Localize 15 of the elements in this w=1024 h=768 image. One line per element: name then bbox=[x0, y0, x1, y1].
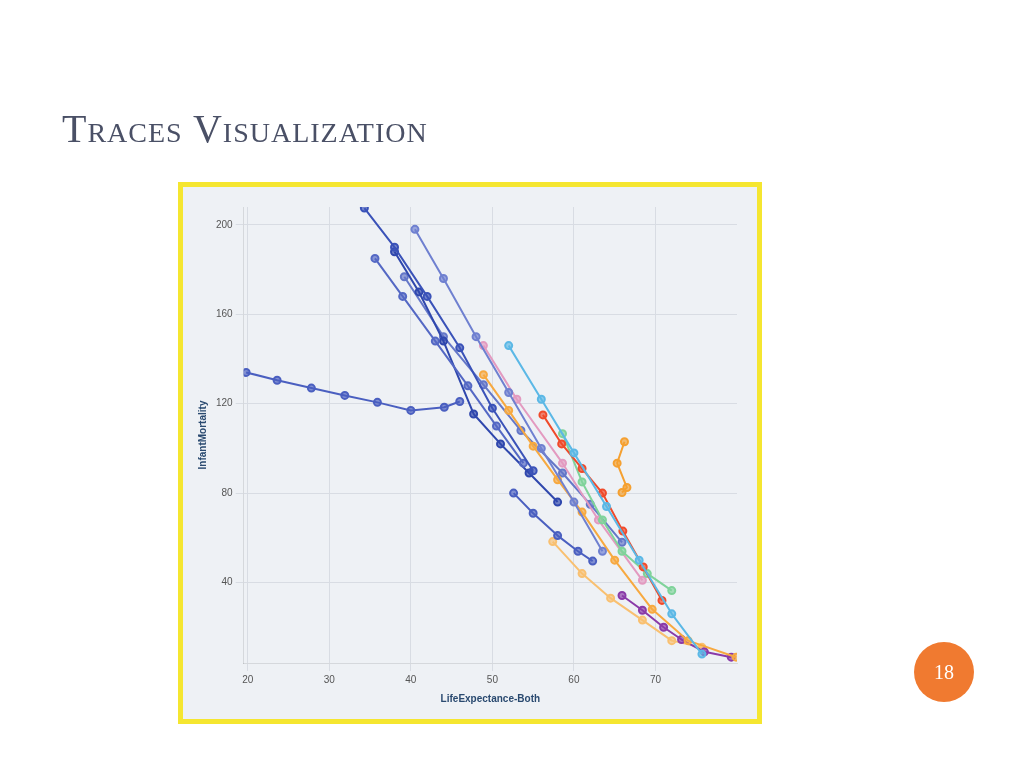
x-tick-label: 20 bbox=[242, 673, 254, 685]
y-tick-label: 160 bbox=[216, 308, 234, 320]
y-axis-title: InfantMortality bbox=[196, 400, 208, 470]
y-tick-label: 120 bbox=[216, 397, 234, 409]
text: 18 bbox=[914, 642, 974, 702]
y-tick-label: 200 bbox=[216, 218, 234, 230]
x-tick-label: 30 bbox=[323, 673, 336, 685]
y-tick-label: 40 bbox=[221, 576, 234, 588]
x-axis-title: LifeExpectance-Both bbox=[440, 692, 541, 704]
chart-title: Traces Visualization bbox=[62, 105, 428, 152]
x-tick-label: 40 bbox=[405, 673, 417, 685]
x-tick-label: 50 bbox=[486, 673, 499, 685]
y-tick-label: 80 bbox=[221, 486, 234, 498]
x-tick-label: 60 bbox=[568, 673, 580, 685]
x-tick-label: 70 bbox=[649, 673, 662, 685]
